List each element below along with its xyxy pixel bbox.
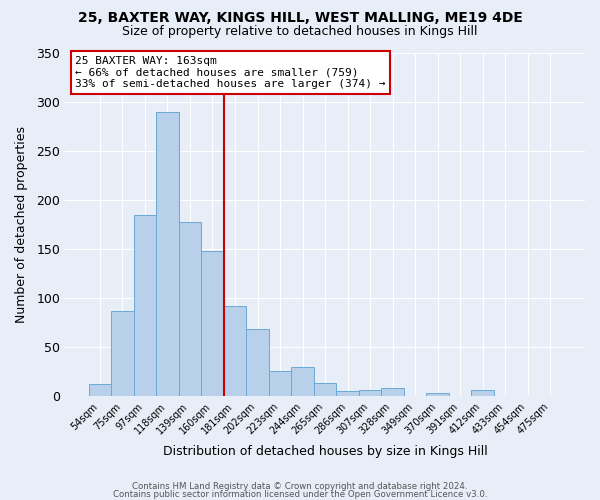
X-axis label: Distribution of detached houses by size in Kings Hill: Distribution of detached houses by size … <box>163 444 487 458</box>
Y-axis label: Number of detached properties: Number of detached properties <box>15 126 28 323</box>
Bar <box>89 384 111 396</box>
Bar <box>359 390 382 396</box>
Text: 25, BAXTER WAY, KINGS HILL, WEST MALLING, ME19 4DE: 25, BAXTER WAY, KINGS HILL, WEST MALLING… <box>77 12 523 26</box>
Bar <box>314 382 336 396</box>
Bar <box>111 311 134 396</box>
Bar <box>336 392 359 396</box>
Bar <box>472 390 494 396</box>
Bar <box>201 251 224 396</box>
Text: Contains HM Land Registry data © Crown copyright and database right 2024.: Contains HM Land Registry data © Crown c… <box>132 482 468 491</box>
Text: Size of property relative to detached houses in Kings Hill: Size of property relative to detached ho… <box>122 25 478 38</box>
Bar <box>382 388 404 396</box>
Bar <box>134 214 156 396</box>
Bar <box>291 367 314 396</box>
Bar <box>427 394 449 396</box>
Bar <box>179 222 201 396</box>
Text: 25 BAXTER WAY: 163sqm
← 66% of detached houses are smaller (759)
33% of semi-det: 25 BAXTER WAY: 163sqm ← 66% of detached … <box>76 56 386 89</box>
Bar <box>269 371 291 396</box>
Text: Contains public sector information licensed under the Open Government Licence v3: Contains public sector information licen… <box>113 490 487 499</box>
Bar <box>246 328 269 396</box>
Bar <box>224 306 246 396</box>
Bar <box>156 112 179 397</box>
